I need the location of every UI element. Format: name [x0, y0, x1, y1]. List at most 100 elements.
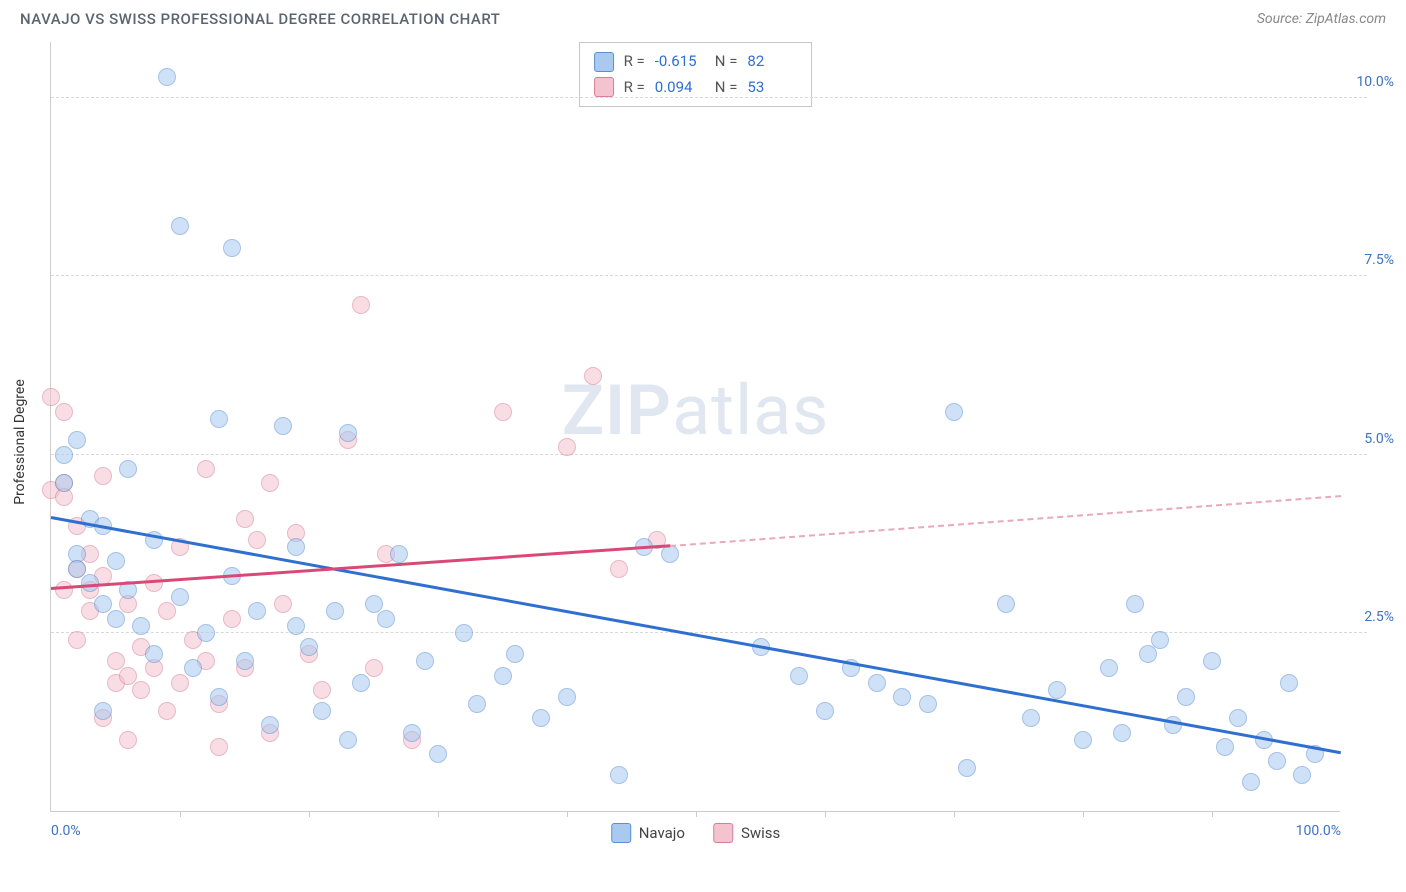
- gridline: [51, 97, 1367, 98]
- navajo-point: [429, 745, 447, 763]
- navajo-point: [893, 688, 911, 706]
- legend-item-navajo: Navajo: [611, 823, 685, 843]
- navajo-point: [1203, 652, 1221, 670]
- navajo-point: [532, 709, 550, 727]
- gridline: [51, 632, 1367, 633]
- swiss-point: [313, 681, 331, 699]
- navajo-point: [919, 695, 937, 713]
- navajo-point: [1216, 738, 1234, 756]
- navajo-point: [171, 217, 189, 235]
- x-tick: [696, 811, 697, 817]
- navajo-point: [287, 538, 305, 556]
- navajo-point: [868, 674, 886, 692]
- navajo-point: [119, 460, 137, 478]
- watermark: ZIPatlas: [562, 370, 830, 452]
- swiss-point: [171, 674, 189, 692]
- swiss-point: [223, 610, 241, 628]
- plot-area: ZIPatlas R = -0.615 N = 82 R = 0.094 N =…: [50, 42, 1340, 812]
- swiss-point: [558, 438, 576, 456]
- swiss-swatch-icon: [713, 823, 733, 843]
- navajo-point: [1022, 709, 1040, 727]
- swiss-point: [248, 531, 266, 549]
- navajo-point: [455, 624, 473, 642]
- gridline: [51, 454, 1367, 455]
- navajo-point: [171, 588, 189, 606]
- navajo-point: [945, 403, 963, 421]
- navajo-swatch-icon: [611, 823, 631, 843]
- navajo-point: [416, 652, 434, 670]
- navajo-point: [339, 424, 357, 442]
- navajo-point: [94, 702, 112, 720]
- navajo-point: [145, 645, 163, 663]
- chart-title: NAVAJO VS SWISS PROFESSIONAL DEGREE CORR…: [20, 10, 500, 28]
- navajo-point: [958, 759, 976, 777]
- swiss-point: [494, 403, 512, 421]
- navajo-point: [55, 474, 73, 492]
- y-tick-label: 5.0%: [1364, 431, 1394, 447]
- swiss-point: [55, 403, 73, 421]
- swiss-point: [197, 460, 215, 478]
- swiss-point: [584, 367, 602, 385]
- swiss-point: [158, 602, 176, 620]
- x-tick: [954, 811, 955, 817]
- navajo-point: [339, 731, 357, 749]
- navajo-point: [197, 624, 215, 642]
- navajo-point: [661, 545, 679, 563]
- gridline: [51, 275, 1367, 276]
- swiss-point: [261, 474, 279, 492]
- navajo-point: [610, 766, 628, 784]
- swiss-point: [210, 738, 228, 756]
- navajo-n-value: 82: [747, 49, 797, 75]
- navajo-point: [1074, 731, 1092, 749]
- swiss-point: [94, 467, 112, 485]
- navajo-point: [1280, 674, 1298, 692]
- chart-container: Professional Degree ZIPatlas R = -0.615 …: [50, 42, 1390, 842]
- x-tick: [438, 811, 439, 817]
- chart-source: Source: ZipAtlas.com: [1257, 11, 1386, 27]
- navajo-point: [326, 602, 344, 620]
- navajo-point: [236, 652, 254, 670]
- navajo-swatch-icon: [594, 52, 614, 72]
- corr-row-navajo: R = -0.615 N = 82: [594, 49, 798, 75]
- navajo-point: [1126, 595, 1144, 613]
- navajo-point: [210, 688, 228, 706]
- navajo-point: [1139, 645, 1157, 663]
- navajo-point: [1048, 681, 1066, 699]
- swiss-point: [365, 659, 383, 677]
- navajo-point: [313, 702, 331, 720]
- navajo-point: [55, 446, 73, 464]
- trend-line-swiss-solid: [51, 544, 670, 590]
- navajo-point: [261, 716, 279, 734]
- navajo-point: [790, 667, 808, 685]
- navajo-point: [184, 659, 202, 677]
- swiss-point: [610, 560, 628, 578]
- y-tick-label: 10.0%: [1356, 74, 1394, 90]
- swiss-swatch-icon: [594, 77, 614, 97]
- navajo-point: [558, 688, 576, 706]
- navajo-point: [248, 602, 266, 620]
- swiss-point: [68, 631, 86, 649]
- y-tick-label: 7.5%: [1364, 252, 1394, 268]
- navajo-point: [300, 638, 318, 656]
- navajo-point: [1100, 659, 1118, 677]
- series-legend: Navajo Swiss: [611, 823, 781, 843]
- navajo-point: [68, 431, 86, 449]
- legend-label-swiss: Swiss: [741, 824, 780, 842]
- navajo-point: [223, 239, 241, 257]
- navajo-point: [274, 417, 292, 435]
- trend-line-navajo: [51, 516, 1342, 754]
- navajo-point: [1151, 631, 1169, 649]
- navajo-point: [1268, 752, 1286, 770]
- navajo-point: [210, 410, 228, 428]
- x-tick: [309, 811, 310, 817]
- trend-line-swiss-dashed: [670, 495, 1341, 547]
- x-tick: [1212, 811, 1213, 817]
- x-tick-label: 100.0%: [1296, 823, 1341, 839]
- x-tick: [1083, 811, 1084, 817]
- x-tick: [825, 811, 826, 817]
- navajo-point: [287, 617, 305, 635]
- navajo-point: [377, 610, 395, 628]
- navajo-point: [1242, 773, 1260, 791]
- navajo-point: [494, 667, 512, 685]
- navajo-point: [1113, 724, 1131, 742]
